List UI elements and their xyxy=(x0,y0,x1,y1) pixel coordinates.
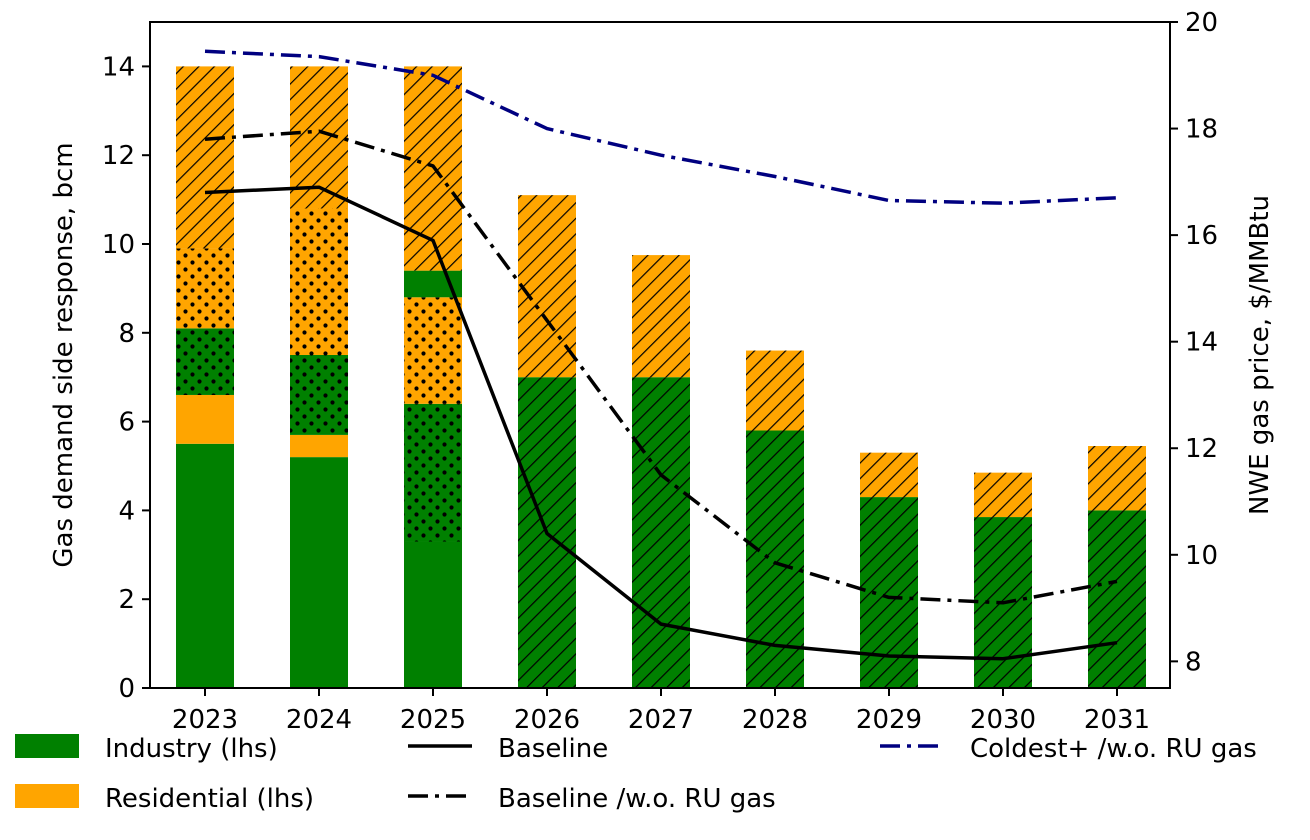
x-axis: 2023 2024 2025 2026 2027 2028 2029 2030 2031 xyxy=(172,688,1150,735)
x-tick-label-2025: 2025 xyxy=(400,705,466,735)
x-tick-label-2027: 2027 xyxy=(628,705,694,735)
bar-2027-industry-hatch-pattern-0 xyxy=(632,377,690,688)
x-tick-label-2030: 2030 xyxy=(970,705,1036,735)
line-coldest-w-o-ru-gas xyxy=(204,49,1118,205)
bar-2023-residential-plain-1 xyxy=(176,394,234,444)
y-tick-label-8: 8 xyxy=(118,319,135,349)
y-tick-label-4: 4 xyxy=(118,496,135,526)
legend-label-baseline: Baseline xyxy=(498,734,608,764)
bar-2023-industry-dots-pattern-2 xyxy=(176,328,234,395)
x-tick-label-2031: 2031 xyxy=(1084,705,1150,735)
y2-axis-label: NWE gas price, $/MMBtu xyxy=(1245,195,1275,515)
bar-2025-industry-plain-0 xyxy=(404,541,462,688)
y2-tick-label-18: 18 xyxy=(1185,115,1218,145)
x-tick-label-2029: 2029 xyxy=(856,705,922,735)
bar-2024-residential-hatch-pattern-4 xyxy=(290,66,348,209)
bar-2029-residential-hatch-pattern-1 xyxy=(860,452,918,498)
line-baseline xyxy=(204,185,1118,661)
legend-label-industry-lhs: Industry (lhs) xyxy=(105,734,278,764)
bar-2025-residential-dots-pattern-2 xyxy=(404,297,462,404)
bar-2025-industry-dots-pattern-1 xyxy=(404,403,462,542)
bar-2031-industry-hatch-pattern-0 xyxy=(1088,510,1146,688)
y-tick-label-12: 12 xyxy=(102,141,135,171)
bar-2027-residential-hatch-pattern-1 xyxy=(632,255,690,378)
bar-2023-industry-plain-0 xyxy=(176,443,234,688)
y2-tick-label-12: 12 xyxy=(1185,434,1218,464)
lines-layer xyxy=(204,49,1118,661)
y2-tick-label-14: 14 xyxy=(1185,328,1218,358)
legend-swatch-residential-lhs xyxy=(15,784,79,808)
y2-tick-label-8: 8 xyxy=(1185,647,1202,677)
y-tick-label-10: 10 xyxy=(102,230,135,260)
legend-label-residential-lhs: Residential (lhs) xyxy=(105,784,314,814)
line-baseline-w-o-ru-gas xyxy=(204,129,1118,605)
y-axis-left: 0 2 4 6 8 10 12 14 xyxy=(102,52,150,704)
y2-tick-label-10: 10 xyxy=(1185,541,1218,571)
bar-2023-residential-hatch-pattern-4 xyxy=(176,66,234,249)
x-tick-label-2026: 2026 xyxy=(514,705,580,735)
bar-2028-residential-hatch-pattern-1 xyxy=(746,350,804,431)
bar-2030-residential-hatch-pattern-1 xyxy=(974,472,1032,518)
y-tick-label-0: 0 xyxy=(118,674,135,704)
y-axis-label: Gas demand side response, bcm xyxy=(49,142,79,567)
y-axis-right: 8 10 12 14 16 18 20 xyxy=(1170,8,1218,677)
bar-2029-industry-hatch-pattern-0 xyxy=(860,497,918,688)
legend-swatch-industry-lhs xyxy=(15,734,79,758)
bar-2031-residential-hatch-pattern-1 xyxy=(1088,446,1146,511)
y2-tick-label-20: 20 xyxy=(1185,8,1218,38)
x-tick-label-2024: 2024 xyxy=(286,705,352,735)
x-tick-label-2028: 2028 xyxy=(742,705,808,735)
bar-2024-industry-dots-pattern-2 xyxy=(290,355,348,435)
y-tick-label-2: 2 xyxy=(118,585,135,615)
x-tick-label-2023: 2023 xyxy=(172,705,238,735)
legend-label-baseline-w-o-ru-gas: Baseline /w.o. RU gas xyxy=(498,784,776,814)
y2-tick-label-16: 16 xyxy=(1185,221,1218,251)
bar-2024-residential-plain-1 xyxy=(290,434,348,458)
bar-2028-industry-hatch-pattern-0 xyxy=(746,430,804,688)
bars-layer xyxy=(176,66,1146,688)
bar-2023-residential-dots-pattern-3 xyxy=(176,248,234,329)
bar-2024-industry-plain-0 xyxy=(290,457,348,688)
legend: Industry (lhs) Residential (lhs) Baseline B… xyxy=(15,734,1257,814)
y-tick-label-6: 6 xyxy=(118,408,135,438)
bar-2024-residential-dots-pattern-3 xyxy=(290,208,348,355)
y-tick-label-14: 14 xyxy=(102,52,135,82)
legend-label-coldest-w-o-ru-gas: Coldest+ /w.o. RU gas xyxy=(970,734,1257,764)
